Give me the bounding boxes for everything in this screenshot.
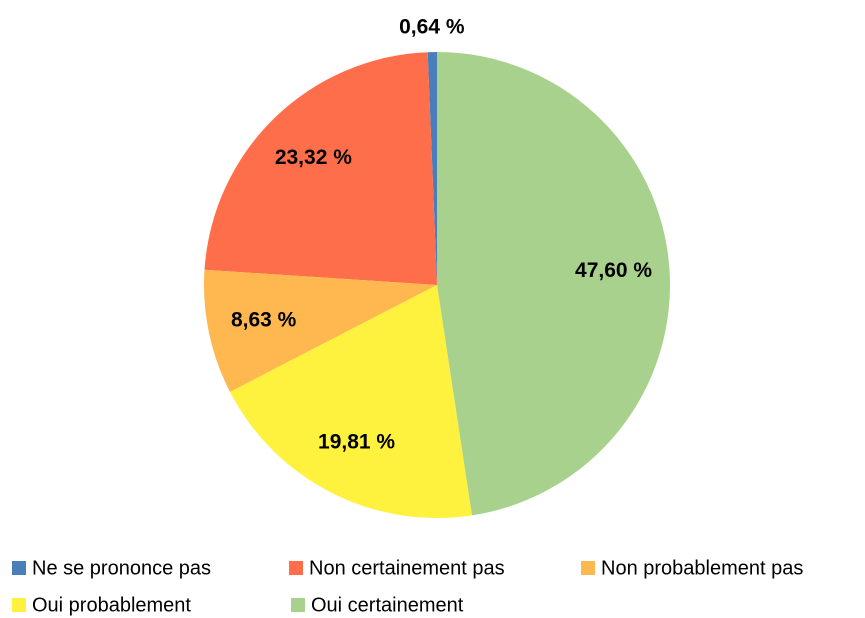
pie-slice	[204, 52, 437, 286]
legend-swatch	[289, 561, 303, 575]
legend-label: Ne se prononce pas	[32, 557, 211, 579]
data-label: 23,32 %	[275, 146, 352, 169]
legend-swatch	[581, 561, 595, 575]
legend-swatch	[291, 598, 305, 612]
legend-label: Non certainement pas	[309, 557, 505, 579]
pie-slice	[437, 52, 670, 516]
legend-swatch	[12, 561, 26, 575]
pie-slice	[204, 269, 437, 392]
legend-label: Non probablement pas	[601, 557, 803, 579]
data-label: 0,64 %	[399, 16, 465, 39]
legend-label: Oui certainement	[311, 594, 464, 616]
pie-slice	[427, 52, 437, 285]
legend-label: Oui probablement	[32, 594, 191, 616]
data-label: 19,81 %	[318, 430, 395, 453]
data-label: 8,63 %	[231, 309, 297, 332]
pie-slice	[229, 285, 473, 518]
legend-swatch	[12, 598, 26, 612]
data-label: 47,60 %	[575, 259, 652, 282]
